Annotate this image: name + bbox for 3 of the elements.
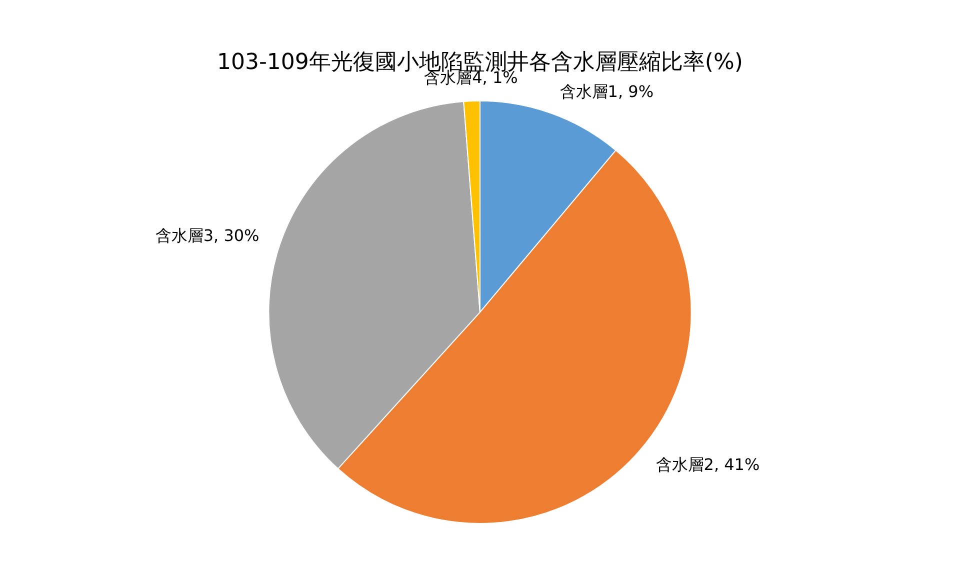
slice-label: 含水層3, 30%	[155, 226, 260, 245]
slice-label: 含水層2, 41%	[656, 454, 760, 474]
slice-label: 含水層1, 9%	[560, 82, 654, 102]
